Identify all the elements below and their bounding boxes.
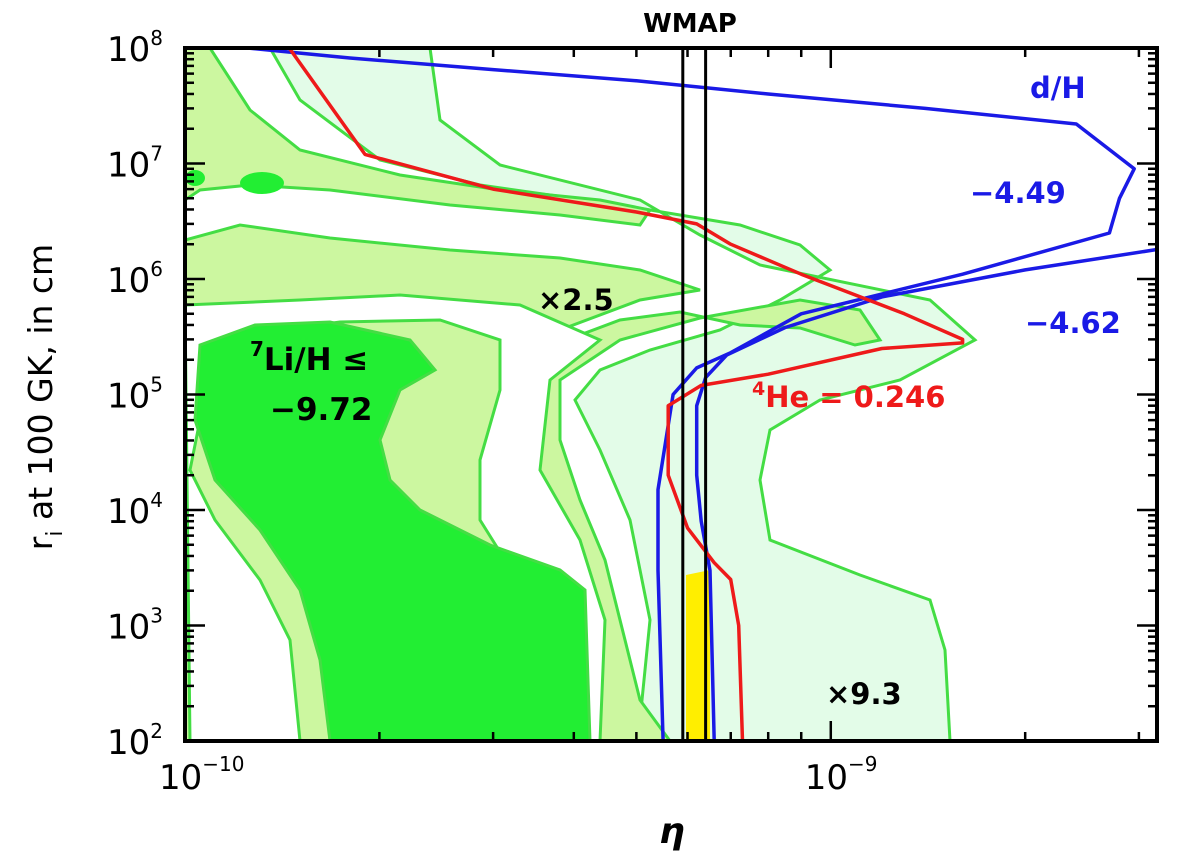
y-tick-label-base: 10 xyxy=(107,377,150,417)
y-tick-label-exp: 5 xyxy=(150,373,163,397)
x-axis-label: η xyxy=(659,811,685,851)
y-axis-label-sub: i xyxy=(43,530,68,536)
x-tick-label: 10−10 xyxy=(159,752,244,798)
y-tick-label: 105 xyxy=(107,373,163,417)
y-axis-label: ri at 100 GK, in cm xyxy=(21,244,68,550)
y-tick-label-base: 10 xyxy=(107,30,150,70)
y-tick-label-base: 10 xyxy=(107,492,150,532)
x-tick-label-exp: −9 xyxy=(848,752,877,776)
y-tick-label: 103 xyxy=(107,604,163,648)
y-tick-label-exp: 3 xyxy=(150,604,163,628)
dh-title: d/H xyxy=(1030,71,1086,105)
y-axis-label-rest: at 100 GK, in cm xyxy=(21,244,60,531)
dh-high-label: −4.62 xyxy=(1025,306,1121,340)
x-tick-label-exp: −10 xyxy=(202,752,244,776)
he-annotation: 4He = 0.246 xyxy=(752,378,945,414)
li-annotation-text: Li/H ≤ xyxy=(264,342,368,378)
x93-annotation: ×9.3 xyxy=(826,677,902,711)
chart-title: WMAP xyxy=(643,9,737,39)
y-tick-label-exp: 2 xyxy=(150,719,163,743)
y-tick-label-base: 10 xyxy=(107,146,150,186)
x-tick-label: 10−9 xyxy=(805,752,878,798)
y-tick-label-exp: 6 xyxy=(150,257,163,281)
dh-low-label: −4.49 xyxy=(970,176,1066,210)
y-tick-label: 106 xyxy=(107,257,163,301)
y-tick-label-exp: 4 xyxy=(150,488,163,512)
x25-annotation: ×2.5 xyxy=(538,283,614,317)
li-light-band xyxy=(185,48,653,227)
y-tick-label: 108 xyxy=(107,26,163,70)
li-dark-region xyxy=(193,320,592,741)
li-annotation-prefix: 7 xyxy=(250,337,264,361)
he-annotation-text: He = 0.246 xyxy=(765,380,945,414)
x-tick-label-base: 10 xyxy=(159,758,202,798)
li-dark-island-1 xyxy=(240,172,284,194)
x-tick-label-base: 10 xyxy=(805,758,848,798)
li-pale-region xyxy=(268,48,978,741)
y-tick-label-base: 10 xyxy=(107,723,150,763)
y-tick-label-exp: 7 xyxy=(150,142,163,166)
li-white-gap xyxy=(185,293,607,741)
li-annotation: 7Li/H ≤ xyxy=(250,337,368,378)
series-line-he-2 xyxy=(287,48,965,741)
y-tick-label: 102 xyxy=(107,719,163,763)
ticks xyxy=(183,46,1157,743)
wmap-overlap-fill xyxy=(686,570,710,741)
y-tick-label-base: 10 xyxy=(107,608,150,648)
y-tick-label-base: 10 xyxy=(107,261,150,301)
li-dark-island-2 xyxy=(185,170,205,186)
he-annotation-prefix: 4 xyxy=(752,378,765,400)
y-tick-label: 104 xyxy=(107,488,163,532)
y-tick-label: 107 xyxy=(107,142,163,186)
series-line-dh-0 xyxy=(247,48,1136,741)
y-axis-label-main: r xyxy=(21,536,60,550)
plot-area xyxy=(185,48,1157,741)
li-annotation-value: −9.72 xyxy=(270,392,372,428)
y-tick-label-exp: 8 xyxy=(150,26,163,50)
